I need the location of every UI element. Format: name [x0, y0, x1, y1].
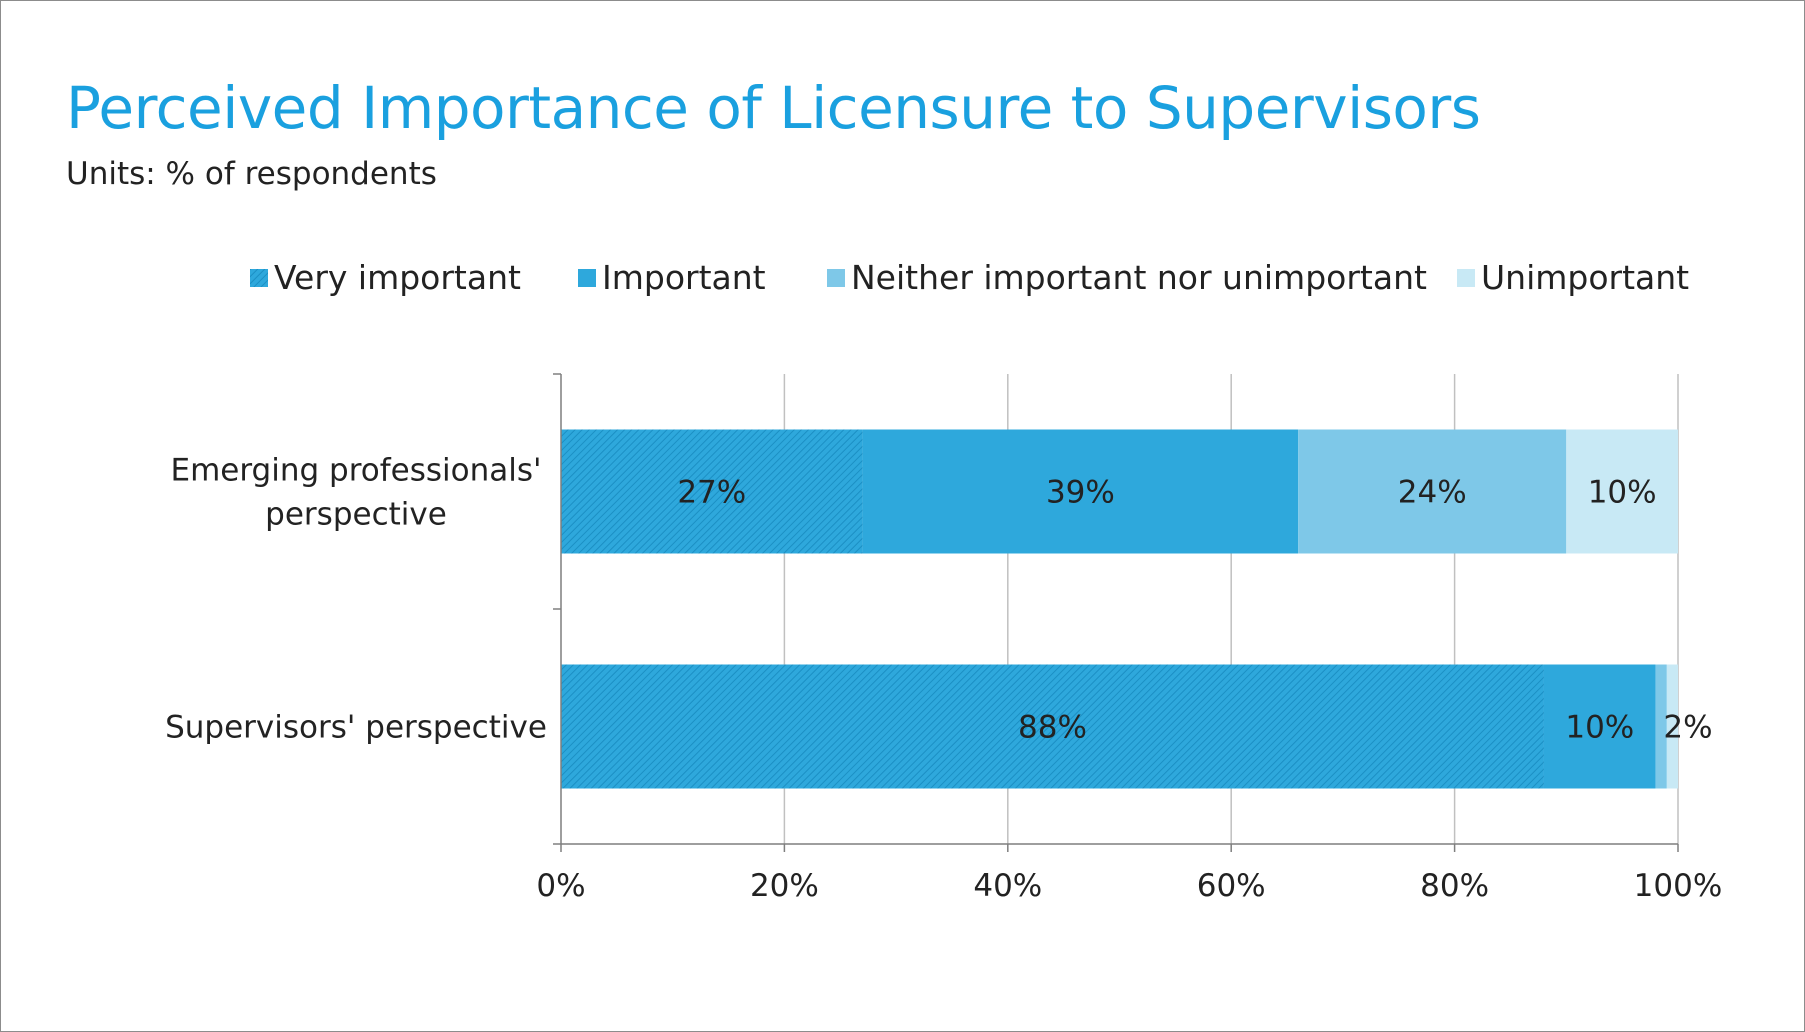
- category-label: Supervisors' perspective: [165, 710, 547, 746]
- bar-segment: [561, 664, 1544, 789]
- data-label: 39%: [1046, 475, 1115, 511]
- legend-swatch-unimportant: [1457, 268, 1475, 287]
- data-label: 10%: [1588, 475, 1657, 511]
- data-label: 10%: [1565, 710, 1634, 746]
- legend-swatch-important: [578, 268, 596, 287]
- data-labels: 27% 39% 24% 10% 88% 10% 2%: [677, 475, 1712, 746]
- chart-subtitle: Units: % of respondents: [66, 156, 437, 192]
- legend-swatch-neither: [827, 268, 845, 287]
- chart-title: Perceived Importance of Licensure to Sup…: [66, 74, 1481, 142]
- data-label: 88%: [1018, 710, 1087, 746]
- bar-segment: [1655, 664, 1667, 789]
- data-label: 27%: [677, 475, 746, 511]
- x-tick-label: 60%: [1197, 868, 1266, 904]
- x-tick-label: 20%: [750, 868, 819, 904]
- axes: 0% 20% 40% 60% 80% 100% Emerging professionals…: [165, 373, 1723, 904]
- bar-segment: [1298, 429, 1567, 554]
- legend-item-unimportant: Unimportant: [1457, 258, 1689, 297]
- legend-label-important: Important: [602, 258, 766, 297]
- bar-segment: [1543, 664, 1656, 789]
- legend-swatch-very-important: [250, 268, 268, 287]
- x-tick-label: 80%: [1420, 868, 1489, 904]
- category-label: Emerging professionals': [170, 453, 541, 489]
- bar-segment: [862, 429, 1299, 554]
- legend-item-neither: Neither important nor unimportant: [827, 258, 1427, 297]
- x-tick-label: 0%: [536, 868, 585, 904]
- data-label: 2%: [1663, 710, 1712, 746]
- legend-label-very-important: Very important: [274, 258, 521, 297]
- category-label: perspective: [265, 497, 447, 533]
- legend-label-unimportant: Unimportant: [1481, 258, 1690, 297]
- bar-segment: [561, 429, 863, 554]
- bars: [561, 429, 1678, 789]
- bar-segment: [1666, 664, 1678, 789]
- data-label: 24%: [1398, 475, 1467, 511]
- legend-item-very-important: Very important: [250, 258, 521, 297]
- legend-label-neither: Neither important nor unimportant: [851, 258, 1427, 297]
- chart-legend: Very important Important Neither importa…: [0, 258, 1805, 306]
- legend-item-important: Important: [578, 258, 766, 297]
- x-tick-label: 40%: [973, 868, 1042, 904]
- x-tick-label: 100%: [1634, 868, 1723, 904]
- bar-segment: [1566, 429, 1678, 554]
